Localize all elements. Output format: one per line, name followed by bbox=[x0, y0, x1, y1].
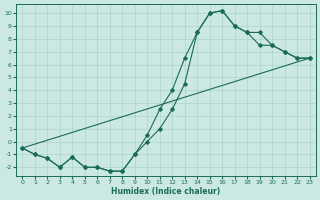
X-axis label: Humidex (Indice chaleur): Humidex (Indice chaleur) bbox=[111, 187, 220, 196]
